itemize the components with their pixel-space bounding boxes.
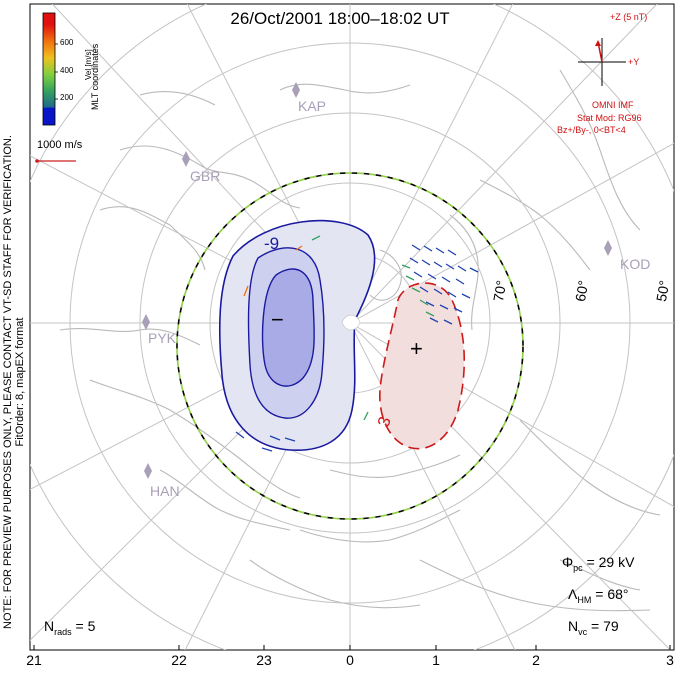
- station-kod: KOD: [620, 256, 651, 272]
- velocity-colorbar: [42, 12, 56, 126]
- station-gbr: GBR: [190, 168, 221, 184]
- imf-axes: [578, 38, 626, 86]
- hm-boundary-green: [176, 172, 524, 520]
- lambda-symbol: Λ: [568, 586, 578, 602]
- pole-gap: [341, 314, 361, 331]
- reference-vector-label: 1000 m/s: [37, 139, 83, 151]
- plot-frame: [29, 3, 675, 651]
- preview-note: NOTE: FOR PREVIEW PURPOSES ONLY, PLEASE …: [2, 82, 26, 682]
- phi-symbol: Φ: [562, 554, 574, 570]
- fit-order-label: FitOrder: 8, mapEX format: [14, 317, 26, 447]
- imf-condition: Bz+/By-, 0<BT<4: [557, 125, 626, 135]
- station-han: HAN: [150, 483, 180, 499]
- mlt-tick-2: 2: [532, 652, 540, 668]
- reference-vector-dot: [35, 159, 39, 163]
- radar-count: Nrads = 5: [44, 618, 95, 637]
- mlt-tick-21: 21: [26, 652, 42, 668]
- nvc-value: = 79: [587, 618, 619, 634]
- mlt-tick-3: 3: [666, 652, 674, 668]
- colorbar-tick-400: 400: [60, 66, 74, 75]
- station-kap: KAP: [298, 98, 327, 114]
- station-pyk: PYK: [148, 330, 177, 346]
- hm-latitude: ΛHM = 68°: [568, 586, 629, 605]
- imf-source: OMNI IMF: [592, 100, 634, 110]
- phi-value: = 29 kV: [582, 554, 635, 570]
- mlt-tick-23: 23: [256, 652, 272, 668]
- preview-note-line1: NOTE: FOR PREVIEW PURPOSES ONLY, PLEASE …: [2, 135, 14, 629]
- potential-minimum-marker: −: [271, 307, 284, 332]
- potential-maximum-marker: +: [410, 336, 423, 361]
- imf-by-label: +Y: [628, 57, 640, 67]
- lambda-value: = 68°: [591, 586, 629, 602]
- positive-cell: [379, 282, 465, 450]
- mlt-tick-0: 0: [346, 652, 354, 668]
- nvc-subscript: vc: [578, 626, 588, 637]
- velocity-vectors: [235, 235, 479, 452]
- imf-bz-label: +Z (5 nT): [610, 12, 648, 22]
- nrads-symbol: N: [44, 618, 55, 634]
- cross-polar-potential: Φpc = 29 kV: [562, 554, 634, 573]
- nrads-subscript: rads: [54, 626, 72, 637]
- colorbar-tick-600: 600: [60, 38, 74, 47]
- map-title: 26/Oct/2001 18:00–18:02 UT: [230, 9, 450, 28]
- negative-contour-label: -9: [264, 234, 280, 253]
- vector-count: Nvc = 79: [568, 618, 619, 637]
- phi-subscript: pc: [573, 562, 583, 573]
- lambda-subscript: HM: [577, 594, 592, 605]
- mlt-coordinates-label: MLT coordinates: [90, 43, 100, 110]
- mlt-tick-1: 1: [432, 652, 440, 668]
- nrads-value: = 5: [71, 618, 96, 634]
- colorbar-tick-200: 200: [60, 93, 74, 102]
- mlt-tick-22: 22: [171, 652, 187, 668]
- imf-model: Stat Mod: RG96: [577, 113, 642, 123]
- nvc-symbol: N: [568, 618, 579, 634]
- negative-cell-inner: [261, 268, 315, 387]
- station-markers: [142, 82, 612, 479]
